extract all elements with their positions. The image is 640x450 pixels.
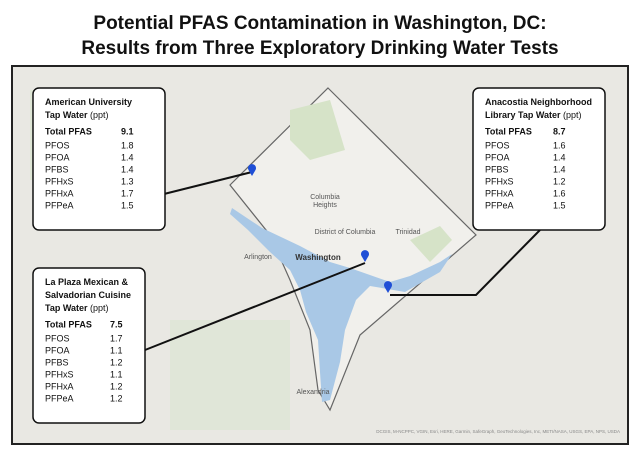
compound-value: 1.1 [110,345,123,355]
site-name-line: American University [45,97,132,107]
compound-name: PFPeA [485,200,514,210]
compound-name: PFBS [45,164,69,174]
compound-value: 1.6 [553,140,566,150]
title-line: Results from Three Exploratory Drinking … [81,38,558,59]
unit: (ppt) [563,110,582,120]
site-name: Anacostia Neighborhood [485,97,592,107]
map-label: Washington [295,253,341,262]
compound-value: 1.3 [121,176,134,186]
dc-boundary [229,87,477,412]
compound-value: 1.2 [110,393,123,403]
site-name: Library Tap Water (ppt) [485,110,582,120]
site-name-line: Tap Water [45,110,88,120]
compound-name: PFHxA [45,381,74,391]
site-box: Anacostia Neighborhood Library Tap Water … [472,87,606,231]
compound-value: 1.4 [553,152,566,162]
compound-name: PFOS [45,333,70,343]
compound-value: 1.4 [553,164,566,174]
box [472,87,606,231]
total-value: 9.1 [121,126,134,136]
unit: (ppt) [90,110,109,120]
site-name-line: Anacostia Neighborhood [485,97,592,107]
compound-value: 1.5 [553,200,566,210]
site-boxes: American University Tap Water (ppt) Total … [32,87,606,424]
unit: (ppt) [90,303,109,313]
park [170,320,290,430]
park [290,100,345,160]
compound-name: PFBS [485,164,509,174]
site-name: American University [45,97,132,107]
total-value: 7.5 [110,319,123,329]
compound-name: PFOA [45,152,70,162]
map-label: Columbia [310,194,340,201]
river [230,208,452,402]
site-name: Tap Water (ppt) [45,303,109,313]
compound-value: 1.7 [121,188,134,198]
box [32,267,146,424]
site-name: Salvadorian Cuisine [45,290,131,300]
map-label: District of Columbia [315,229,376,236]
compound-value: 1.7 [110,333,123,343]
leader-line [144,262,366,351]
compound-value: 1.2 [110,357,123,367]
compound-value: 1.2 [110,381,123,391]
site-name-line: Library Tap Water [485,110,561,120]
total-value: 8.7 [553,126,566,136]
compound-name: PFOA [485,152,510,162]
compound-name: PFOA [45,345,70,355]
park [410,226,452,262]
map-label: Heights [313,202,337,209]
compound-value: 1.6 [553,188,566,198]
compound-name: PFHxS [485,176,514,186]
compound-value: 1.4 [121,152,134,162]
site-box: American University Tap Water (ppt) Total … [32,87,166,231]
site-name-line: Salvadorian Cuisine [45,290,131,300]
map-label: Alexandria [296,389,329,396]
pin [361,250,370,262]
compound-name: PFOS [485,140,510,150]
compound-name: PFPeA [45,393,74,403]
total-label: Total PFAS [45,319,92,329]
compound-name: PFHxS [45,176,74,186]
site-name: Tap Water (ppt) [45,110,109,120]
pin [247,164,256,176]
compound-value: 1.8 [121,140,134,150]
compound-value: 1.4 [121,164,134,174]
compound-name: PFOS [45,140,70,150]
leader-line [159,171,253,196]
map-label: Arlington [244,254,272,261]
site-name-line: La Plaza Mexican & [45,277,129,287]
total-label: Total PFAS [485,126,532,136]
compound-name: PFHxS [45,369,74,379]
attribution: DCGIS, M-NCPPC, VGIN, Esri, HERE, Garmin… [376,429,620,434]
compound-value: 1.1 [110,369,123,379]
compound-value: 1.5 [121,200,134,210]
site-box: La Plaza Mexican & Salvadorian Cuisine Tap… [32,267,146,424]
map-label: Trinidad [395,229,420,236]
total-label: Total PFAS [45,126,92,136]
title-line: Potential PFAS Contamination in Washingt… [93,13,546,34]
site-name-line: Tap Water [45,303,88,313]
compound-name: PFHxA [45,188,74,198]
leader-line [390,229,541,296]
compound-name: PFHxA [485,188,514,198]
compound-value: 1.2 [553,176,566,186]
pin [383,281,392,293]
compound-name: PFPeA [45,200,74,210]
site-name: La Plaza Mexican & [45,277,129,287]
compound-name: PFBS [45,357,69,367]
box [32,87,166,231]
